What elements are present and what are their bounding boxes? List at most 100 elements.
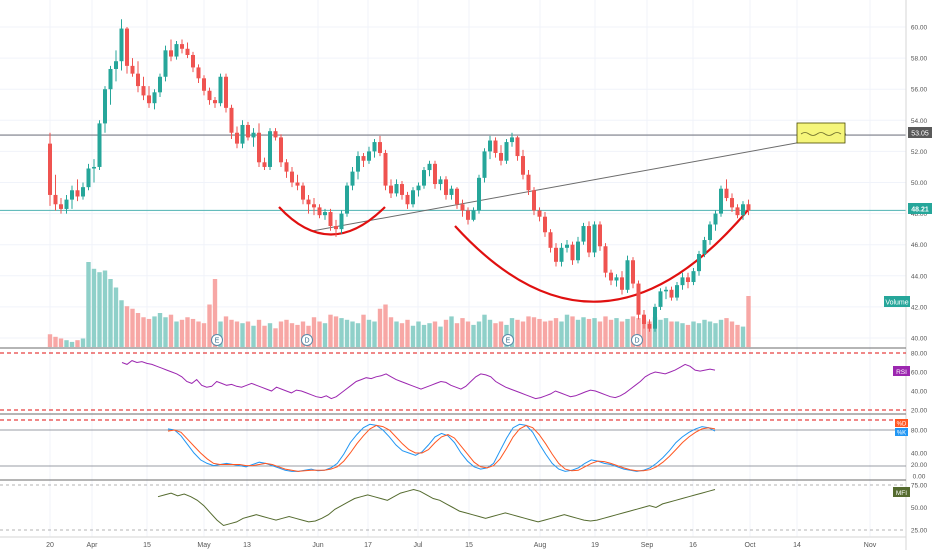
- candle-body: [680, 277, 685, 286]
- candle-body: [405, 194, 410, 205]
- candle-body: [515, 137, 520, 157]
- volume-bar: [69, 341, 75, 347]
- earnings-marker-label: E: [215, 338, 220, 345]
- time-axis-label: May: [197, 542, 211, 549]
- candle-body: [697, 254, 701, 272]
- candle-body: [394, 184, 399, 194]
- volume-bar: [438, 326, 443, 347]
- candle-body: [741, 204, 745, 216]
- cup-large[interactable]: [454, 209, 749, 303]
- volume-bar: [300, 321, 306, 347]
- volume-bar: [311, 317, 317, 347]
- candle-body: [323, 212, 327, 216]
- volume-bar: [146, 318, 152, 347]
- candle-body: [141, 86, 146, 96]
- volume-bar: [157, 313, 163, 347]
- candle-body: [526, 174, 531, 191]
- candle-body: [86, 168, 91, 188]
- candle-body: [416, 185, 421, 191]
- time-axis-label: 14: [793, 542, 801, 549]
- volume-bar: [399, 323, 405, 347]
- candle-body: [279, 137, 283, 163]
- candle-body: [295, 182, 300, 186]
- volume-bar: [278, 321, 284, 347]
- volume-bar: [174, 321, 179, 347]
- candle-body: [477, 177, 481, 211]
- mfi-line[interactable]: [157, 488, 716, 527]
- candles[interactable]: [48, 19, 751, 332]
- time-axis-label: 19: [591, 542, 599, 549]
- volume-bar: [487, 319, 493, 347]
- candle-body: [191, 54, 195, 68]
- candle-body: [576, 241, 580, 261]
- cup-small[interactable]: [278, 206, 386, 236]
- current-label-bg: [908, 203, 932, 214]
- volume-bar: [608, 319, 614, 347]
- current-price-label: 48.21: [911, 207, 929, 214]
- stoch-tick-label: 20.00: [911, 462, 928, 469]
- stochastic-k-line[interactable]: [167, 423, 716, 472]
- candle-body: [81, 187, 85, 197]
- time-axis-label: 13: [243, 542, 251, 549]
- volume-bar: [509, 318, 515, 347]
- volume-bar: [405, 319, 410, 347]
- rsi-pane[interactable]: [0, 352, 906, 411]
- candle-body: [444, 179, 448, 195]
- time-axis-label: Nov: [864, 542, 877, 549]
- candle-body: [653, 306, 657, 329]
- candle-body: [389, 185, 393, 194]
- candle-body: [592, 224, 597, 253]
- stochastic-d-line[interactable]: [167, 424, 716, 472]
- trendline[interactable]: [311, 133, 847, 232]
- time-axis[interactable]: 20 Apr 15 May 13 Jun 17 Jul 15 Aug 19 Sep 16 Oct 14 Nov: [46, 542, 877, 549]
- volume-bar: [394, 321, 399, 347]
- stoch-label-k: %D: [897, 422, 907, 428]
- volume-bar: [465, 321, 471, 347]
- volume-bar: [581, 317, 586, 347]
- candle-body: [235, 132, 239, 144]
- volume-bar: [669, 321, 674, 347]
- candle-body: [339, 213, 344, 230]
- candle-body: [691, 271, 696, 283]
- price-alert-box[interactable]: [796, 122, 846, 144]
- candle-body: [614, 277, 619, 281]
- candle-body: [642, 314, 646, 325]
- volume-bar: [240, 323, 245, 347]
- volume-bar: [256, 319, 262, 347]
- volume-bar: [702, 319, 707, 347]
- candle-body: [251, 132, 256, 138]
- volume-bar: [636, 318, 641, 347]
- volume-bar: [531, 317, 537, 347]
- time-axis-label: 20: [46, 542, 54, 549]
- volume-bar: [614, 318, 619, 347]
- volume-bar: [663, 318, 669, 347]
- rsi-tick-label: 80.00: [911, 351, 928, 358]
- volume-bar: [152, 316, 157, 347]
- stochastic-pane[interactable]: [0, 419, 906, 472]
- time-axis-label: Apr: [87, 542, 99, 549]
- volume-bar: [245, 321, 251, 347]
- rsi-label-bg: [893, 366, 910, 376]
- stoch-tick-label: 0.00: [913, 474, 926, 481]
- time-axis-label: Oct: [745, 542, 756, 549]
- candle-body: [202, 78, 206, 91]
- time-axis-label: 16: [689, 542, 697, 549]
- volume-bar: [267, 323, 273, 347]
- rsi-line[interactable]: [121, 360, 716, 400]
- candle-body: [218, 76, 223, 104]
- mfi-pane[interactable]: [0, 484, 906, 531]
- volume-bar: [498, 321, 504, 347]
- volume-bar: [570, 316, 575, 347]
- volume-bar: [322, 323, 328, 347]
- volume-bar: [575, 319, 581, 347]
- volume-bar: [416, 321, 421, 347]
- candle-body: [367, 151, 371, 161]
- candle-body: [136, 73, 140, 87]
- volume-bar: [361, 314, 366, 347]
- volume-bar: [729, 321, 735, 347]
- volume-label-bg: [884, 296, 910, 307]
- volume-bar: [597, 321, 603, 347]
- volume-bar: [740, 326, 746, 347]
